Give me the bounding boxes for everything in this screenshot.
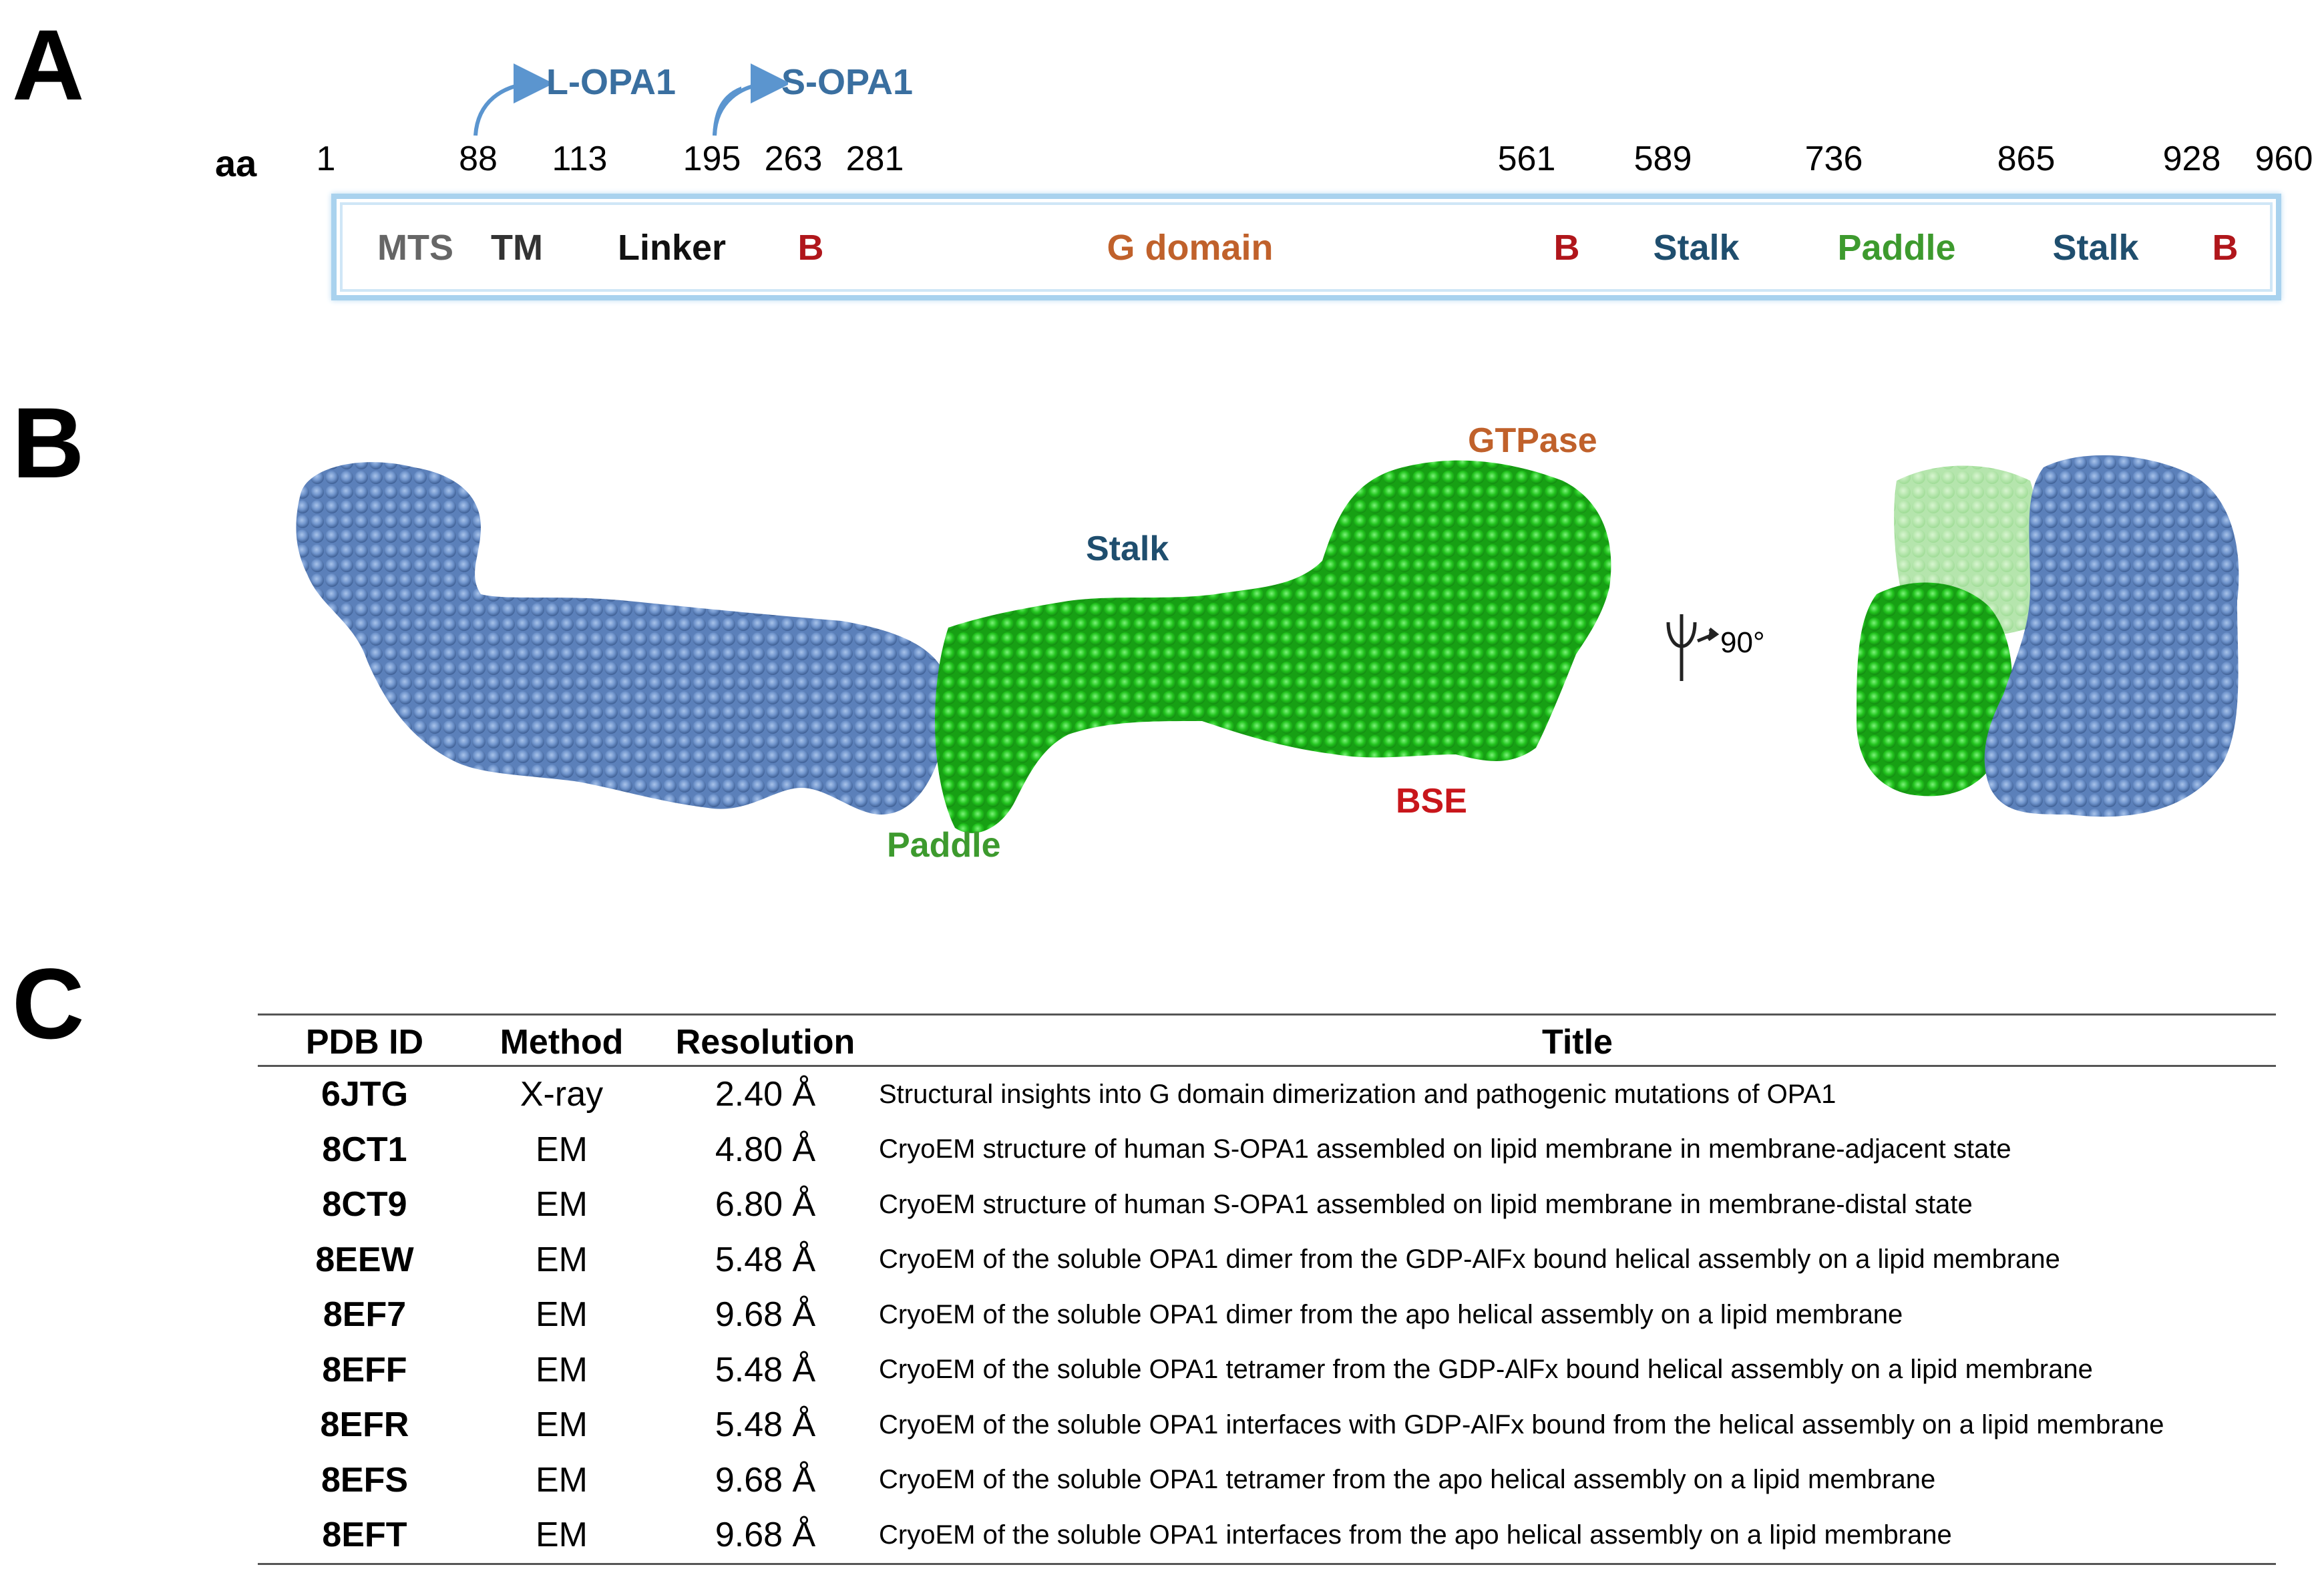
isoform-label-s-opa1: S-OPA1 [781,62,914,102]
resolution: 9.68 Å [715,1460,816,1500]
domain-g-domain: G domain [1107,228,1274,268]
domain-bar [331,194,2281,300]
s-opa1-arrow-icon [713,63,788,136]
resolution: 6.80 Å [715,1185,816,1224]
domain-bse: B [2212,228,2239,268]
rotation-label: 90° [1720,626,1765,659]
label-stalk: Stalk [1086,529,1169,568]
pdb-id: 8EFS [321,1460,409,1500]
domain-stalk: Stalk [1653,228,1740,268]
structure-title: CryoEM of the soluble OPA1 tetramer from… [879,1355,2093,1385]
method: EM [536,1350,588,1389]
pdb-id: 8EEW [315,1240,414,1279]
table-row: 8EFS EM 9.68 Å CryoEM of the soluble OPA… [258,1453,2276,1508]
resolution: 5.48 Å [715,1405,816,1445]
label-gtpase: GTPase [1468,421,1597,460]
isoform-label-l-opa1: L-OPA1 [546,62,676,102]
aa-position: 561 [1497,140,1556,178]
column-header-resolution: Resolution [675,1023,855,1062]
pdb-id: 8CT9 [322,1185,407,1224]
structure-title: CryoEM structure of human S-OPA1 assembl… [879,1189,1973,1219]
method: EM [536,1516,588,1555]
table-row: 6JTG X-ray 2.40 Å Structural insights in… [258,1066,2276,1122]
aa-position: 960 [2255,140,2313,178]
method: X-ray [520,1075,604,1114]
aa-position: 113 [552,140,608,178]
domain-linker: Linker [617,228,727,268]
resolution: 9.68 Å [715,1295,816,1335]
method: EM [536,1130,588,1169]
aa-position: 263 [764,140,823,178]
label-paddle: Paddle [887,826,1001,865]
domain-bse: B [1553,228,1580,268]
method: EM [536,1295,588,1335]
aa-position: 1 [316,140,336,178]
method: EM [536,1460,588,1500]
green-subunit [935,460,1611,833]
domain-stalk: Stalk [2052,228,2139,268]
resolution: 4.80 Å [715,1130,816,1169]
aa-position: 736 [1804,140,1863,178]
structure-title: CryoEM of the soluble OPA1 tetramer from… [879,1465,1936,1495]
structure-title: CryoEM of the soluble OPA1 dimer from th… [879,1245,2060,1275]
aa-position: 281 [845,140,904,178]
table-row: 8EFF EM 5.48 Å CryoEM of the soluble OPA… [258,1343,2276,1398]
domain-tm: TM [491,228,543,268]
blue-subunit-end-view [1984,455,2239,817]
method: EM [536,1240,588,1279]
pdb-structures-table: PDB ID Method Resolution Title 6JTG X-ra… [258,1013,2276,1565]
table-row: 8EEW EM 5.48 Å CryoEM of the soluble OPA… [258,1232,2276,1288]
structure-title: Structural insights into G domain dimeri… [879,1079,1836,1109]
column-header-method: Method [500,1023,624,1062]
resolution: 9.68 Å [715,1516,816,1555]
pdb-id: 8EFF [322,1350,407,1389]
method: EM [536,1405,588,1445]
structure-title: CryoEM of the soluble OPA1 dimer from th… [879,1299,1903,1329]
aa-position: 928 [2162,140,2221,178]
aa-position: 865 [1997,140,2056,178]
structure-title: CryoEM structure of human S-OPA1 assembl… [879,1134,2011,1164]
label-bse: BSE [1396,782,1467,821]
panel-label-b: B [12,387,85,499]
domain-mts: MTS [377,228,453,268]
table-row: 8EFR EM 5.48 Å CryoEM of the soluble OPA… [258,1397,2276,1453]
column-header-pdb-id: PDB ID [305,1023,424,1062]
pdb-id: 8EFR [320,1405,409,1445]
table-row: 8EF7 EM 9.68 Å CryoEM of the soluble OPA… [258,1287,2276,1343]
column-header-title: Title [1542,1023,1613,1062]
table-row: 8EFT EM 9.68 Å CryoEM of the soluble OPA… [258,1508,2276,1564]
structure-title: CryoEM of the soluble OPA1 interfaces fr… [879,1520,1952,1550]
table-row: 8CT1 EM 4.80 Å CryoEM structure of human… [258,1122,2276,1178]
aa-position: 589 [1633,140,1692,178]
pdb-id: 8EF7 [323,1295,407,1335]
l-opa1-arrow [473,63,554,136]
pdb-id: 6JTG [321,1075,409,1114]
rotation-icon [1666,614,1720,681]
aa-axis-label: aa [215,142,257,184]
panel-label-c: C [12,947,85,1060]
table-row: 8CT9 EM 6.80 Å CryoEM structure of human… [258,1177,2276,1232]
aa-position: 88 [459,140,498,178]
panel-label-a: A [12,9,85,121]
table-header-row: PDB ID Method Resolution Title [258,1014,2276,1066]
protein-structure-image [296,455,2239,833]
green-subunit-end-view [1857,582,2013,797]
aa-position: 195 [683,140,741,178]
method: EM [536,1185,588,1224]
pdb-id: 8CT1 [322,1130,407,1169]
resolution: 5.48 Å [715,1240,816,1279]
structure-title: CryoEM of the soluble OPA1 interfaces wi… [879,1409,2164,1439]
resolution: 5.48 Å [715,1350,816,1389]
resolution: 2.40 Å [715,1075,816,1114]
domain-bse: B [797,228,824,268]
domain-paddle: Paddle [1837,228,1956,268]
blue-subunit [296,462,950,815]
pdb-id: 8EFT [322,1516,407,1555]
